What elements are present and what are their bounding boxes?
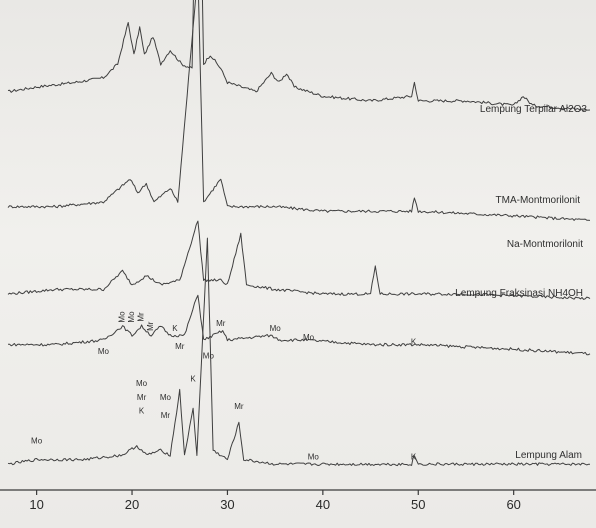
series-trace-2 [7,220,591,300]
peak-label-12: Mo [117,311,126,323]
series-trace-0 [7,0,591,111]
series-label-1: TMA-Montmorilonit [496,195,581,206]
series-trace-3 [7,294,591,356]
x-tick-label-40: 40 [316,497,330,512]
series-label-4: Lempung Alam [515,450,582,461]
series-trace-1 [7,0,591,221]
peak-label-4: Mo [160,393,172,402]
peak-label-2: Mr [137,393,147,402]
series-label-2: Na-Montmorilonit [507,239,583,250]
peak-label-19: Mo [270,324,282,333]
trace-group [7,0,591,467]
peak-label-10: K [411,453,417,462]
x-tick-label-60: 60 [506,497,520,512]
series-label-3: Lempung Fraksinasi NH4OH [455,288,583,299]
series-label-0: Lempung Terpilar Al2O3 [480,104,588,115]
x-tick-group: 10 20 30 40 50 60 [29,490,521,512]
x-tick-label-20: 20 [125,497,139,512]
peak-label-0: Mo [31,437,43,446]
peak-label-3: K [139,407,145,416]
peak-label-17: Mr [216,319,226,328]
peak-label-11: Mo [98,347,110,356]
peak-label-1: Mo [136,379,148,388]
peak-label-15: Mr [146,321,155,331]
series-trace-4 [7,237,591,467]
peak-label-6: Mr [175,342,185,351]
peak-label-7: K [190,374,196,383]
peak-label-18: Mo [203,351,215,360]
x-tick-label-30: 30 [220,497,234,512]
peak-label-13: Mo [127,311,136,323]
series-label-group: Lempung Terpilar Al2O3 TMA-Montmorilonit N… [455,104,587,461]
x-tick-label-10: 10 [29,497,43,512]
peak-label-14: Mr [136,312,145,322]
peak-label-8: Mr [234,402,244,411]
peak-label-20: Mo [303,333,315,342]
peak-label-16: K [172,324,178,333]
peak-label-21: K [411,338,417,347]
peak-label-9: Mo [308,453,320,462]
peak-label-5: Mr [161,411,171,420]
x-tick-label-50: 50 [411,497,425,512]
